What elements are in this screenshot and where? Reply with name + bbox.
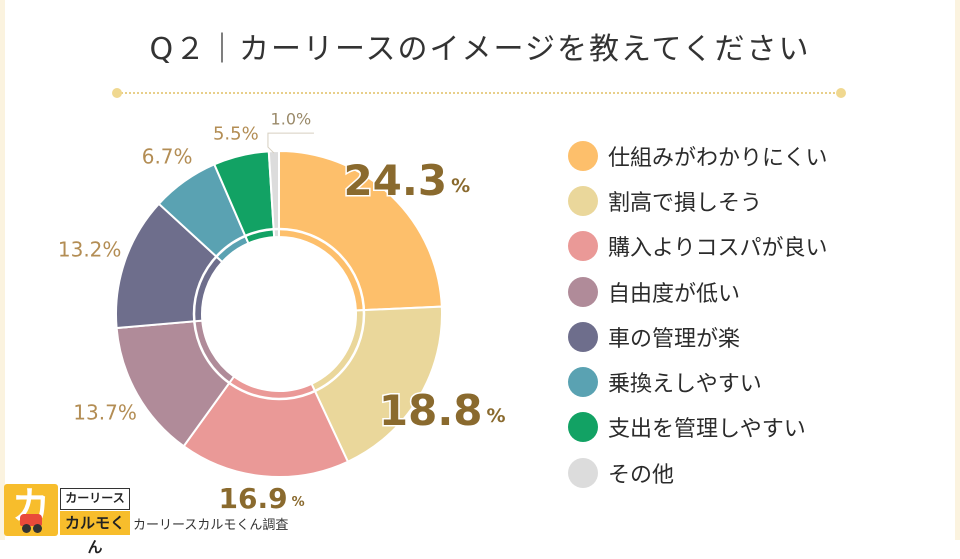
legend-label: 割高で損しそう [608,190,763,216]
leader-line [267,132,314,154]
divider-dot-left [112,88,122,98]
legend-item: 乗換えしやすい [568,359,828,404]
legend-swatch [568,367,598,398]
wheel-icon [33,524,42,533]
legend: 仕組みがわかりにくい 割高で損しそう購入よりコスパが良い 自由度が低い 車の管理が楽乗… [568,133,828,495]
data-label: 24.3% [343,156,470,205]
legend-label: 自由度が低い [608,281,741,307]
divider-dot-right [836,88,846,98]
data-label: 1.0% [271,110,312,129]
legend-item: 購入よりコスパが良い [568,224,828,269]
donut-chart: 24.3 % 18.8 % 16.9 % 13.7% 13.2% 6.7% 5.5% 1.0% [58,110,507,517]
donut-slice [310,305,443,464]
data-label: 5.5% [213,124,259,145]
legend-label: 車の管理が楽 [608,326,741,352]
title-divider [118,92,842,94]
data-label: 13.2% [58,238,122,262]
data-labels: 24.3 % 18.8 % 16.9 % 13.7% 13.2% 6.7% 5.5% 1.0% [58,110,507,517]
legend-swatch [568,231,598,262]
source-note: カーリースカルモくん調査 [133,518,289,533]
data-label: 18.8% [379,385,506,434]
chart-title: Q２｜カーリースのイメージを教えてください [149,32,811,67]
legend-label: 仕組みがわかりにくい [608,145,828,171]
logo-bottom-text: カルモくん [60,511,130,556]
legend-swatch [568,140,598,171]
legend-item: 支出を管理しやすい [568,405,828,450]
legend-item: 車の管理が楽 [568,314,828,359]
wheel-icon [22,524,31,533]
inner-ring-outline [192,227,366,401]
data-label: 6.7% [142,145,193,169]
legend-item: その他 [568,450,828,495]
legend-item: 割高で損しそう [568,178,828,223]
logo-car-icon: カ [4,484,58,536]
karumo-logo: カ カーリース カルモくん [4,484,130,556]
data-label: 13.7% [73,401,137,425]
legend-swatch [568,457,598,488]
slide-frame [0,0,960,540]
legend-item: 仕組みがわかりにくい [568,133,828,178]
legend-swatch [568,321,598,352]
legend-item: 自由度が低い [568,269,828,314]
legend-label: その他 [608,462,675,488]
logo-top-text: カーリース [60,488,130,510]
leader-lines [267,132,314,154]
car-icon [20,514,42,526]
legend-swatch [568,276,598,307]
legend-swatch [568,412,598,443]
legend-label: 支出を管理しやすい [608,417,806,443]
donut-slice [278,149,443,312]
legend-swatch [568,185,598,216]
donut-slice [182,375,350,478]
legend-label: 購入よりコスパが良い [608,236,828,262]
data-label: 16.9% [219,482,305,515]
legend-label: 乗換えしやすい [608,372,762,398]
